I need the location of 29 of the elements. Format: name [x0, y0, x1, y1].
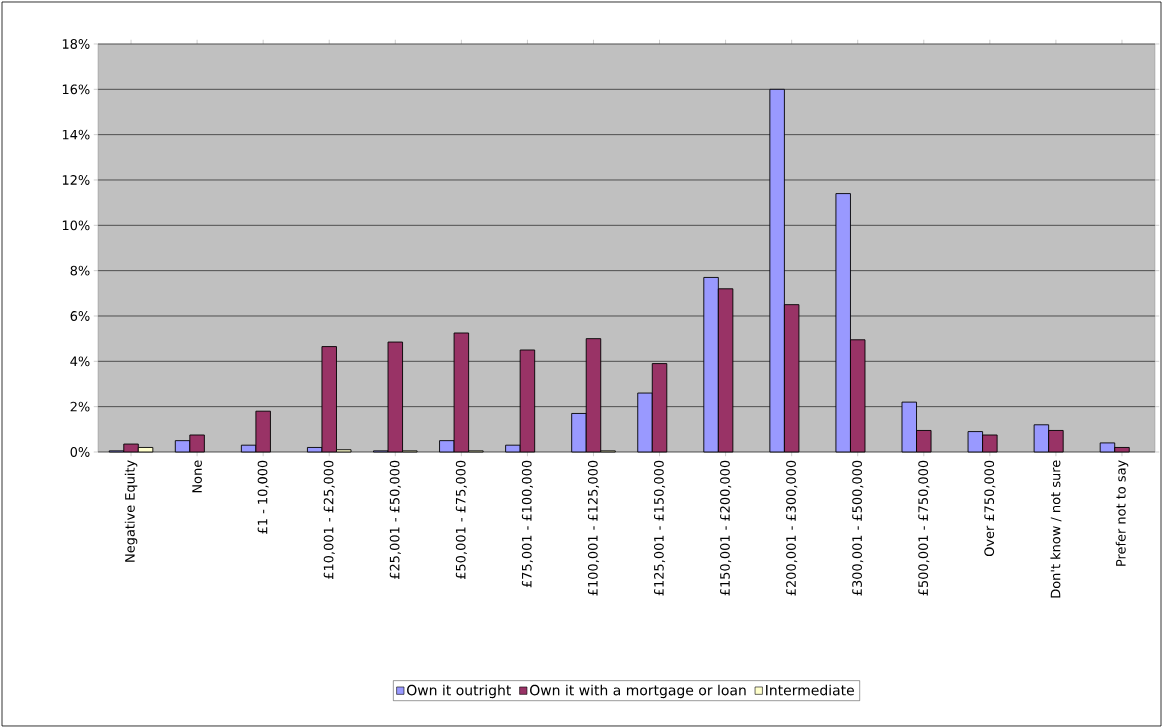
y-tick-label: 12%: [62, 175, 90, 185]
x-tick-label: £125,001 - £150,000: [653, 460, 666, 596]
y-tick-label: 4%: [70, 356, 90, 367]
y-tick-label: 18%: [62, 39, 90, 49]
x-tick-label: £50,001 - £75,000: [455, 460, 467, 579]
x-tick-label: £150,001 - £200,000: [720, 460, 732, 596]
legend-label: Own it with a mortgage or loan: [530, 684, 746, 699]
x-tick-label: £500,001 - £750,000: [918, 460, 930, 596]
x-tick-label: £100,001 - £125,000: [587, 460, 600, 596]
legend-label: Own it outright: [407, 684, 512, 699]
x-tick-label: £200,001 - £300,000: [786, 460, 798, 596]
y-tick-label: 10%: [62, 220, 90, 231]
x-tick-label: £75,001 - £100,000: [521, 460, 533, 588]
x-tick-label: £300,001 - £500,000: [852, 460, 864, 596]
y-tick-label: 0%: [70, 447, 90, 457]
x-tick-label: £10,001 - £25,000: [323, 460, 335, 579]
x-tick-label: Don't know / not sure: [1050, 460, 1062, 598]
y-tick-label: 2%: [70, 401, 90, 412]
y-tick-label: 16%: [62, 84, 90, 95]
y-tick-label: 8%: [70, 265, 90, 276]
y-tick-label: 14%: [62, 129, 90, 140]
y-tick-label: 6%: [70, 311, 90, 321]
x-tick-label: Negative Equity: [124, 460, 138, 562]
x-tick-label: Prefer not to say: [1115, 460, 1129, 566]
x-tick-label: £1 - 10,000: [257, 460, 269, 534]
x-tick-label: Over £750,000: [984, 460, 996, 557]
x-tick-label: None: [192, 460, 202, 493]
x-tick-label: £25,001 - £50,000: [389, 460, 401, 579]
legend-label: Intermediate: [766, 684, 854, 696]
